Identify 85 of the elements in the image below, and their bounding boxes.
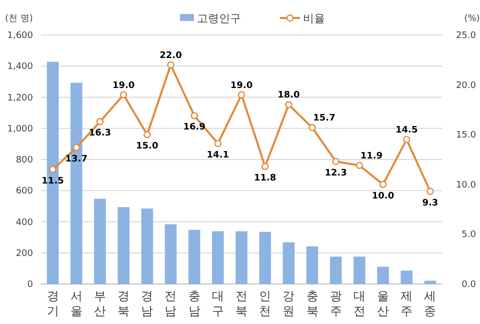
point — [167, 61, 174, 68]
data-label: 14.1 — [206, 150, 230, 161]
point — [285, 101, 292, 108]
bar — [306, 246, 318, 284]
x-tick-label: 대구 — [212, 289, 224, 318]
x-tick-label: 대전 — [353, 289, 366, 318]
point — [144, 131, 151, 138]
point — [308, 124, 316, 132]
data-label: 15.7 — [313, 114, 336, 124]
data-label: 11.5 — [42, 176, 64, 186]
y2-axis-title: (%) — [464, 14, 480, 24]
y-tick-label: 600 — [16, 186, 34, 197]
x-tick-label: 경남 — [141, 289, 154, 318]
point — [238, 91, 246, 98]
y-tick-label: 1,600 — [7, 31, 34, 41]
bar — [259, 232, 271, 284]
data-label: 9.3 — [422, 198, 438, 208]
bar — [236, 231, 248, 284]
legend-label: 비율 — [303, 12, 325, 25]
bar — [330, 256, 342, 284]
point — [332, 158, 340, 166]
data-label: 16.9 — [183, 122, 206, 133]
bar — [164, 224, 177, 284]
data-label: 10.0 — [372, 191, 394, 202]
point — [72, 144, 80, 152]
data-label: 15.0 — [136, 142, 158, 152]
bar — [377, 266, 389, 284]
x-tick-label: 전북 — [236, 289, 248, 318]
y2-tick-label: 0.0 — [462, 280, 476, 290]
data-label: 19.0 — [230, 80, 253, 91]
x-tick-label: 강원 — [282, 289, 295, 318]
point — [426, 188, 434, 195]
x-tick-label: 울산 — [377, 289, 390, 318]
legend-label: 고령인구 — [197, 12, 241, 25]
point — [261, 162, 269, 170]
point — [403, 136, 410, 144]
x-tick-label: 경북 — [118, 289, 130, 318]
data-label: 14.5 — [396, 126, 418, 136]
y-tick-label: 1,000 — [7, 124, 34, 134]
y2-tick-label: 5.0 — [462, 230, 476, 240]
point — [49, 166, 56, 174]
data-label: 11.9 — [360, 151, 383, 162]
bar — [282, 242, 295, 284]
x-tick-label: 세종 — [424, 289, 436, 318]
y2-tick-label: 20.0 — [456, 80, 476, 91]
x-tick-label: 충북 — [306, 289, 318, 318]
y-tick-label: 800 — [16, 156, 34, 166]
bar — [94, 198, 106, 284]
y-tick-label: 400 — [16, 218, 34, 228]
bar — [354, 256, 366, 284]
data-label: 22.0 — [160, 50, 182, 61]
data-label: 11.8 — [254, 173, 276, 184]
y2-tick-label: 25.0 — [456, 31, 476, 41]
x-tick-label: 광주 — [330, 289, 342, 318]
x-tick-label: 인천 — [259, 289, 272, 318]
y-axis-title: (천 명) — [5, 14, 33, 24]
bar — [400, 270, 413, 284]
y2-tick-label: 10.0 — [456, 180, 476, 190]
bar — [118, 207, 130, 284]
point — [356, 162, 364, 170]
x-tick-label: 서울 — [70, 289, 82, 318]
x-tick-label: 제주 — [400, 289, 413, 318]
data-label: 16.3 — [88, 128, 112, 139]
x-tick-label: 부산 — [94, 289, 106, 318]
data-label: 19.0 — [112, 80, 135, 91]
point — [214, 140, 222, 148]
y2-tick-label: 15.0 — [456, 130, 476, 141]
point — [96, 118, 104, 126]
y-tick-label: 200 — [16, 248, 34, 259]
data-label: 18.0 — [278, 90, 300, 101]
bar — [188, 230, 200, 284]
point — [379, 180, 387, 188]
x-tick-label: 전남 — [164, 289, 177, 318]
y-tick-label: 1,400 — [7, 62, 34, 72]
y-tick-label: 0 — [27, 280, 34, 290]
data-label: 13.7 — [65, 154, 88, 165]
y-tick-label: 1,200 — [7, 93, 34, 104]
bar — [424, 280, 436, 284]
data-label: 12.3 — [324, 168, 347, 178]
point — [120, 91, 128, 98]
x-tick-label: 경기 — [46, 289, 59, 318]
bar — [212, 231, 224, 284]
bar — [141, 208, 154, 284]
x-tick-label: 충남 — [188, 289, 200, 318]
point — [190, 112, 198, 120]
